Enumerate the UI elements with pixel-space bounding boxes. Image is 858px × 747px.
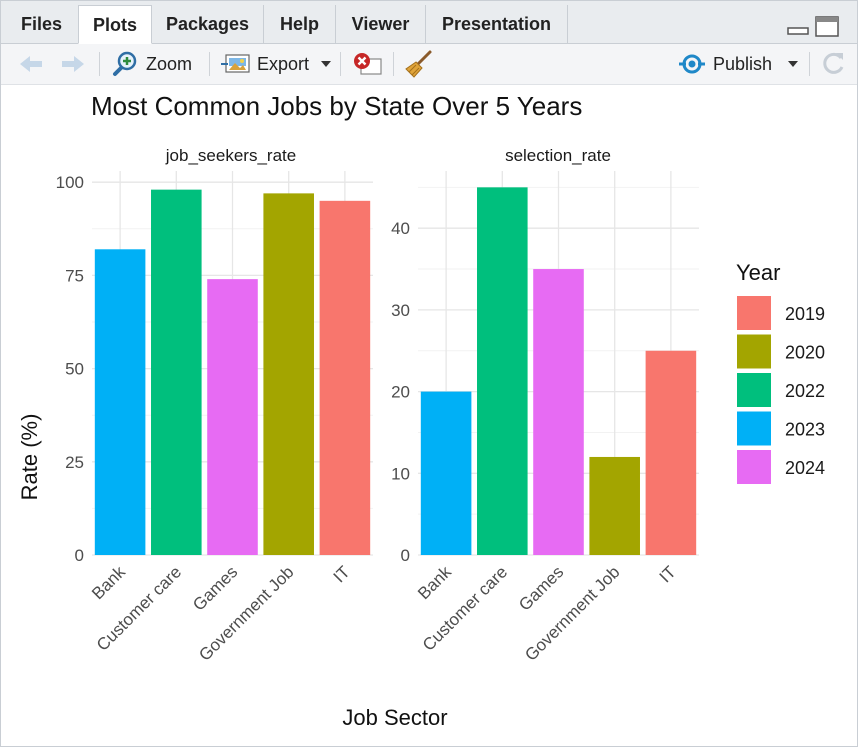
zoom-label: Zoom	[146, 53, 193, 74]
y-tick-label: 0	[75, 546, 84, 565]
x-tick-label: IT	[656, 562, 680, 586]
legend-swatch-2023	[737, 411, 771, 446]
x-tick-label: Government Job	[195, 562, 297, 664]
refresh-icon	[823, 52, 844, 74]
toolbar-separator	[340, 52, 341, 76]
forward-button[interactable]	[59, 44, 87, 84]
y-axis-title: Rate (%)	[17, 414, 42, 501]
zoom-magnifier-icon	[113, 51, 137, 76]
legend-swatch-2019	[737, 296, 771, 330]
minimize-pane-icon[interactable]	[787, 16, 809, 36]
panel-strip-label: selection_rate	[505, 146, 611, 165]
legend-label: 2020	[785, 343, 825, 363]
y-tick-label: 40	[391, 219, 410, 238]
tab-presentation[interactable]: Presentation	[426, 5, 568, 43]
bar-government-job	[589, 456, 640, 555]
y-tick-label: 0	[401, 546, 410, 565]
panel-strip-label: job_seekers_rate	[165, 146, 296, 165]
toolbar-separator	[393, 52, 394, 76]
x-tick-label: Government Job	[521, 562, 623, 664]
legend-swatch-2020	[737, 334, 771, 369]
clear-all-plots-button[interactable]	[403, 44, 435, 84]
zoom-button[interactable]: Zoom	[111, 44, 192, 84]
x-tick-label: Bank	[88, 562, 129, 603]
tab-viewer[interactable]: Viewer	[336, 5, 426, 43]
y-tick-label: 25	[65, 453, 84, 472]
bar-it	[319, 200, 371, 555]
tab-files[interactable]: Files	[5, 5, 79, 43]
legend-label: 2023	[785, 420, 825, 440]
dropdown-caret-icon	[788, 61, 799, 67]
refresh-plot-button[interactable]	[819, 44, 847, 84]
legend: 2019 2020 2022 2023 2024	[737, 296, 825, 484]
plot-canvas: Most Common Jobs by State Over 5 Years j…	[17, 91, 825, 730]
maximize-pane-icon[interactable]	[815, 16, 839, 38]
x-tick-label: Bank	[414, 562, 455, 603]
y-tick-label: 100	[56, 173, 84, 192]
broom-icon	[405, 50, 432, 78]
toolbar-separator	[209, 52, 210, 76]
x-tick-label: IT	[330, 562, 354, 586]
legend-swatch-2024	[737, 450, 771, 484]
plots-toolbar: Zoom Export	[1, 44, 857, 85]
y-tick-label: 75	[65, 266, 84, 285]
remove-plot-icon	[354, 53, 382, 75]
arrow-right-icon	[62, 56, 84, 72]
bar-bank	[420, 391, 472, 555]
bar-customer-care	[151, 189, 202, 555]
tab-packages[interactable]: Packages	[152, 5, 264, 43]
bar-customer-care	[477, 187, 528, 555]
bar-games	[207, 279, 258, 555]
legend-label: 2022	[785, 381, 825, 401]
legend-label: 2024	[785, 458, 825, 478]
tab-plots[interactable]: Plots	[78, 5, 152, 44]
legend-swatch-2022	[737, 373, 771, 407]
y-tick-label: 10	[391, 464, 410, 483]
tab-help[interactable]: Help	[264, 5, 336, 43]
publish-label: Publish	[713, 53, 773, 74]
back-button[interactable]	[17, 44, 45, 84]
dropdown-caret-icon	[321, 61, 332, 67]
publish-icon	[679, 54, 705, 74]
bar-government-job	[263, 193, 314, 555]
legend-label: 2019	[785, 304, 825, 324]
export-image-icon	[221, 54, 250, 73]
x-axis-title: Job Sector	[342, 705, 447, 730]
x-tick-label: Games	[515, 562, 567, 614]
chart-title: Most Common Jobs by State Over 5 Years	[91, 91, 582, 121]
publish-button[interactable]: Publish	[677, 44, 800, 84]
export-label: Export	[257, 53, 310, 74]
y-tick-label: 20	[391, 383, 410, 402]
bar-games	[533, 269, 584, 555]
toolbar-separator	[99, 52, 100, 76]
legend-title: Year	[736, 260, 780, 285]
x-tick-label: Games	[189, 562, 241, 614]
y-tick-label: 50	[65, 360, 84, 379]
bar-bank	[94, 249, 146, 555]
export-menu-button[interactable]: Export	[221, 44, 333, 84]
toolbar-separator	[809, 52, 810, 76]
tab-bar: Files Plots Packages Help Viewer Present…	[1, 1, 857, 44]
bar-it	[645, 350, 697, 555]
remove-plot-button[interactable]	[351, 44, 383, 84]
y-tick-label: 30	[391, 301, 410, 320]
arrow-left-icon	[20, 56, 42, 72]
